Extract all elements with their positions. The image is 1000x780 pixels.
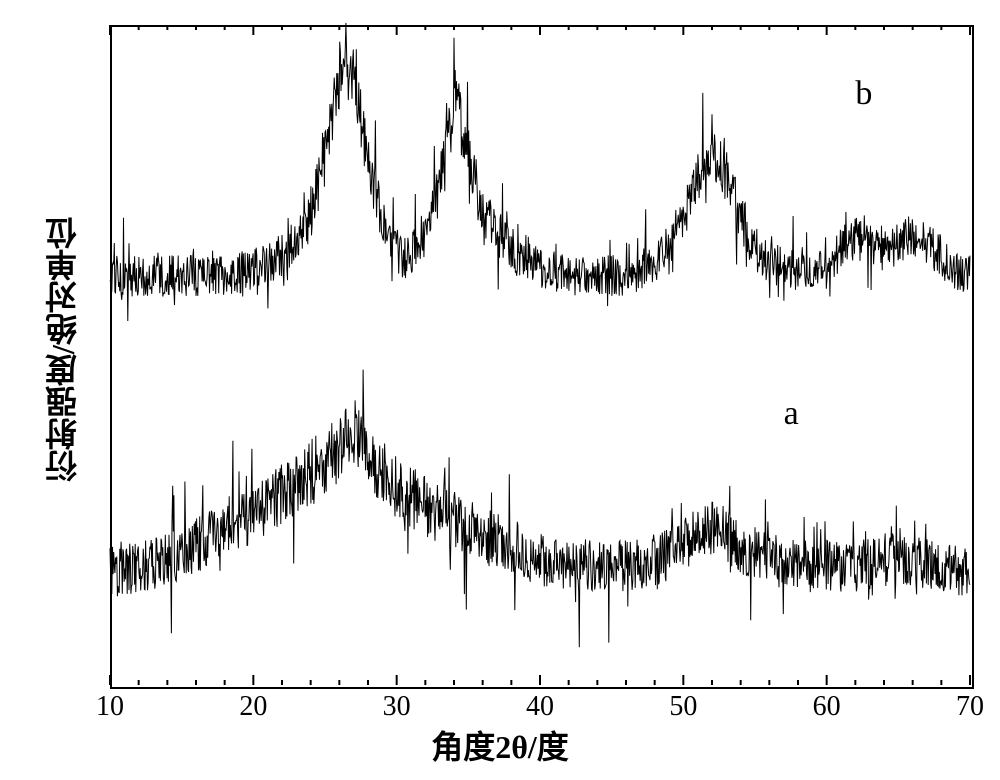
series-label: b xyxy=(855,75,872,113)
x-tick-label: 20 xyxy=(239,691,267,723)
series-label: a xyxy=(784,395,799,433)
x-axis-label: 角度2θ/度 xyxy=(0,722,1000,768)
x-tick-label: 40 xyxy=(526,691,554,723)
x-tick-label: 60 xyxy=(813,691,841,723)
x-tick-label: 70 xyxy=(956,691,984,723)
x-tick-label: 10 xyxy=(96,691,124,723)
x-tick-label: 50 xyxy=(669,691,697,723)
xrd-chart: 衍射强度/绝对单位 角度2θ/度 10203040506070ab xyxy=(0,0,1000,780)
chart-svg xyxy=(0,0,1000,780)
x-tick-label: 30 xyxy=(383,691,411,723)
